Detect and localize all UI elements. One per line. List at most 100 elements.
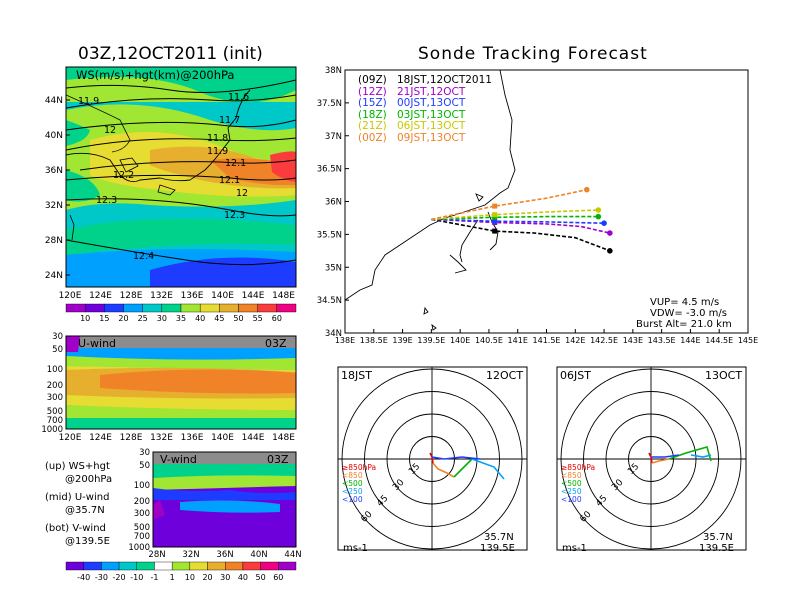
ws-colorbar-swatch (142, 303, 163, 313)
map-lon-tick: 144E (242, 291, 265, 301)
track-lon-tick: 144.5E (705, 336, 733, 345)
note-bot-2: @139.5E (65, 536, 110, 547)
ws-colorbar-label: 15 (99, 314, 109, 323)
track-lon-tick: 139E (392, 336, 412, 345)
track-lat-tick: 38N (325, 66, 342, 76)
v-colorbar-label: 10 (185, 573, 195, 582)
u-p-tick: 700 (47, 416, 63, 426)
u-wind-frame (65, 335, 297, 430)
track-lat-tick: 36.5N (317, 165, 342, 175)
u-p-tick: 200 (47, 381, 63, 391)
v-colorbar-swatch (65, 561, 84, 571)
contour-label: 12.2 (113, 170, 134, 181)
track-line (431, 215, 599, 221)
v-colorbar: -40 -30 -20 -10 -1 1 10 20 30 40 50 60 (65, 561, 297, 582)
track-lon-tick: 141E (508, 336, 528, 345)
v-wind-panel (153, 452, 296, 547)
hodograph-legend: <100 (561, 495, 582, 504)
legend-jst: 00JST,13OCT (397, 97, 466, 109)
hodograph-legend: <850 (342, 471, 363, 480)
map-lat-tick: 36N (45, 166, 63, 176)
v-p-tick: 700 (134, 532, 150, 542)
u-lon-tick: 144E (242, 433, 265, 443)
ws-colorbar-label: 40 (195, 314, 205, 323)
u-lon-tick: 136E (181, 433, 204, 443)
ws-colorbar-swatch (65, 303, 86, 313)
contour-label: 12.3 (96, 195, 117, 206)
v-colorbar-label: -10 (130, 573, 143, 582)
track-lat-tick: 34N (325, 329, 342, 339)
v-colorbar-swatch (101, 561, 120, 571)
map-lon-tick: 120E (59, 291, 82, 301)
v-colorbar-swatch (83, 561, 102, 571)
v-p-tick: 100 (134, 481, 150, 491)
hodo-left-date: 12OCT (486, 369, 524, 382)
v-colorbar-label: -1 (150, 573, 158, 582)
map-lat-tick: 24N (45, 271, 63, 281)
map-label: WS(m/s)+hgt(km)@200hPa (76, 68, 235, 82)
ws-colorbar-swatch (104, 303, 124, 313)
v-colorbar-label: 40 (238, 573, 248, 582)
legend-jst: 21JST,12OCT (397, 85, 466, 98)
v-colorbar-swatch (136, 561, 155, 571)
ws-colorbar-label: 35 (176, 314, 186, 323)
track-lat-tick: 37.5N (317, 99, 342, 109)
track-line (431, 209, 599, 221)
u-p-tick: 1000 (41, 425, 63, 435)
track-lon-tick: 138E (335, 336, 355, 345)
hodograph-legend: ≥850hPa (342, 463, 376, 472)
hodograph-curve (651, 458, 670, 464)
legend-jst: 06JST,13OCT (397, 120, 466, 132)
param-vdw: VDW= -3.0 m/s (650, 308, 727, 319)
u-lon-tick: 132E (150, 433, 173, 443)
map-lon-tick: 132E (150, 291, 173, 301)
ws-colorbar-swatch (180, 303, 201, 313)
map-lat-tick: 44N (45, 96, 63, 106)
u-p-tick: 50 (52, 345, 63, 355)
u-lon-tick: 148E (272, 433, 295, 443)
track-lon-tick: 141.5E (533, 336, 561, 345)
v-colorbar-label: 60 (273, 573, 283, 582)
hodograph-legend: <250 (342, 487, 363, 496)
track-line (431, 218, 610, 234)
u-p-tick: 500 (47, 407, 63, 417)
track-marker (492, 203, 498, 209)
map-lon-tick: 124E (89, 291, 112, 301)
track-end-point (584, 186, 590, 193)
contour-label: 11.6 (228, 92, 249, 103)
contour-label: 11.9 (207, 146, 228, 157)
v-lat-tick: 40N (250, 550, 267, 560)
hodo-right-date: 13OCT (705, 369, 743, 382)
hodo-right-time: 06JST (560, 369, 591, 382)
ws-colorbar-swatch (123, 303, 143, 313)
legend-utc: (00Z) (358, 131, 387, 144)
legend-jst: 09JST,13OCT (397, 131, 466, 144)
track-lon-tick: 139.5E (417, 336, 445, 345)
u-lon-tick: 140E (211, 433, 234, 443)
map-lon-tick: 136E (181, 291, 204, 301)
track-lat-tick: 35N (325, 263, 342, 273)
v-colorbar-swatch (118, 561, 137, 571)
ws-colorbar-swatch (276, 303, 297, 313)
contour-label: 12 (236, 188, 248, 199)
track-end-point (595, 213, 602, 220)
track-lon-tick: 140.5E (475, 336, 503, 345)
ws-colorbar-label: 20 (118, 314, 128, 323)
contour-label: 12.4 (133, 251, 154, 262)
hodograph-curve (690, 454, 712, 458)
u-p-tick: 300 (47, 393, 63, 403)
note-mid-1: (mid) U-wind (45, 492, 110, 503)
track-lon-tick: 145E (738, 336, 758, 345)
v-p-tick: 1000 (128, 543, 150, 553)
ws-colorbar: 10 15 20 25 30 35 40 45 50 55 60 (65, 303, 297, 323)
ws-colorbar-label: 55 (253, 314, 263, 323)
hodo-left-lat: 35.7N (484, 532, 514, 543)
v-lat-tick: 36N (216, 550, 233, 560)
u-p-tick: 30 (52, 332, 63, 342)
map-lat-tick: 40N (45, 131, 63, 141)
v-colorbar-label: -20 (113, 573, 126, 582)
track-marker (492, 228, 498, 234)
track-lon-tick: 142.5E (590, 336, 618, 345)
ws-colorbar-swatch (238, 303, 258, 313)
hodo-right-lat: 35.7N (703, 532, 733, 543)
